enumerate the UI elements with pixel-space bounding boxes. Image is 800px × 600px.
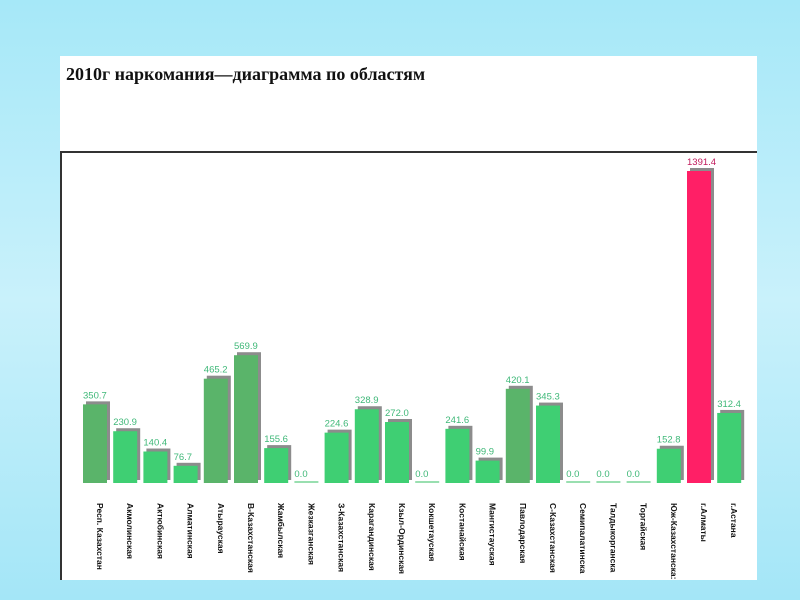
value-label: 152.8: [657, 435, 681, 446]
value-label: 312.4: [717, 399, 741, 410]
bar: [83, 404, 107, 483]
bar: [324, 432, 349, 483]
bar: [143, 451, 168, 483]
category-label: Павлодарская: [518, 503, 528, 563]
value-label: 345.3: [536, 392, 560, 403]
category-label: Мангистауская: [488, 503, 498, 566]
bar-chart: 350.7 Респ. Казахстан 230.9 Акмолинская 140.…: [83, 157, 745, 580]
bar: [385, 422, 409, 483]
category-label: Акмолинская: [125, 503, 135, 559]
category-label: Алматинская: [186, 503, 196, 559]
bar: [113, 431, 138, 483]
bar: [354, 409, 379, 483]
category-label: г.Алматы: [699, 503, 709, 542]
value-label: 465.2: [204, 365, 228, 376]
category-label: Карагандинская: [367, 503, 377, 571]
bar: [656, 448, 681, 483]
value-label: 328.9: [355, 395, 379, 406]
value-label: 230.9: [113, 417, 137, 428]
value-label: 0.0: [566, 469, 579, 480]
bar: [717, 412, 742, 483]
category-label: Актюбинская: [155, 503, 165, 559]
category-label: Семипалатинска: [578, 503, 588, 574]
value-label: 1391.4: [687, 157, 716, 168]
value-label: 0.0: [415, 469, 428, 480]
bar: [173, 465, 198, 483]
value-label: 241.6: [445, 415, 469, 426]
bar: [687, 171, 711, 483]
value-label: 0.0: [627, 469, 640, 480]
category-label: г.Астана: [729, 503, 739, 538]
category-label: Костанайская: [457, 503, 467, 561]
bar: [203, 378, 228, 483]
value-label: 350.7: [83, 390, 107, 401]
category-label: Респ. Казахстан: [95, 503, 105, 570]
chart-frame: 350.7 Респ. Казахстан 230.9 Акмолинская 140.…: [60, 151, 757, 580]
bar: [234, 355, 258, 483]
value-label: 569.9: [234, 341, 258, 352]
bar: [536, 405, 560, 483]
slide-title: 2010г наркомания—диаграмма по областям: [66, 64, 426, 84]
bar: [505, 388, 530, 483]
bar: [264, 448, 289, 483]
category-label: Атырауская: [216, 503, 226, 554]
category-label: С-Казахстанская: [548, 503, 558, 573]
category-label: Юж-Казахстанска:: [669, 503, 679, 580]
value-label: 0.0: [294, 469, 307, 480]
category-label: В-Казахстанская: [246, 503, 256, 573]
category-label: Кокшетауская: [427, 503, 437, 561]
bar: [445, 428, 470, 483]
value-label: 155.6: [264, 434, 288, 445]
value-label: 99.9: [476, 447, 495, 458]
category-label: Торгайская: [639, 503, 649, 550]
category-label: Талдыкорганска: [608, 503, 618, 573]
bar: [475, 460, 500, 483]
slide: 2010г наркомания—диаграмма по областям 3…: [60, 56, 757, 580]
value-label: 224.6: [325, 419, 349, 430]
category-label: Жезказганская: [306, 502, 316, 565]
category-label: Жамбылская: [276, 502, 286, 558]
value-label: 0.0: [596, 469, 609, 480]
value-label: 140.4: [143, 438, 167, 449]
value-label: 420.1: [506, 375, 530, 386]
category-label: Кзыл-Ординская: [397, 503, 407, 574]
category-label: З-Казахстанская: [337, 503, 347, 572]
value-label: 76.7: [174, 452, 193, 463]
value-label: 272.0: [385, 408, 409, 419]
